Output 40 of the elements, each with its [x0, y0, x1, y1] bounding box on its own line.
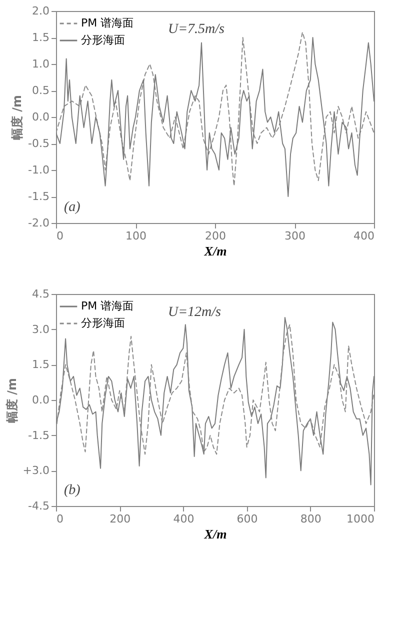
x-tick-label: 0 — [56, 230, 64, 242]
y-tick-label: 2.0 — [32, 4, 50, 18]
x-tick-label: 400 — [354, 230, 374, 242]
x-tick-label: 0 — [56, 512, 64, 526]
y-tick-label: +3.0 — [22, 464, 50, 478]
y-axis-title: 幅度 /m — [10, 94, 24, 140]
x-tick-label: 300 — [284, 230, 306, 242]
x-axis-title: X/m — [203, 244, 227, 258]
y-tick-label: -1.0 — [28, 164, 50, 176]
y-tick-label: -4.5 — [28, 500, 50, 512]
y-tick-label: 1.5 — [32, 31, 50, 44]
y-tick-label: 0.0 — [32, 110, 50, 124]
y-tick-label: -0.5 — [28, 137, 50, 150]
y-tick-label: 0.5 — [32, 84, 50, 97]
annotation: U=12m/s — [168, 305, 222, 320]
x-tick-label: 800 — [300, 512, 322, 526]
legend-label: PM 谱海面 — [81, 16, 134, 30]
y-tick-label: 0.0 — [32, 394, 50, 406]
legend-label: PM 谱海面 — [81, 300, 134, 312]
y-tick-label: 1.5 — [32, 358, 50, 372]
x-tick-label: 1000 — [346, 512, 374, 526]
legend-label: 分形海面 — [81, 34, 125, 46]
y-tick-label: 1.0 — [32, 58, 50, 70]
y-axis-title: 幅度 /m — [4, 378, 19, 424]
x-axis-title: X/m — [203, 526, 227, 542]
x-tick-label: 400 — [173, 512, 194, 526]
annotation: (a) — [64, 200, 81, 215]
line-series — [56, 317, 374, 486]
x-tick-label: 200 — [205, 230, 226, 242]
y-tick-label: -2.0 — [28, 216, 50, 230]
legend-label: 分形海面 — [81, 316, 125, 330]
annotation: U=7.5m/s — [168, 22, 226, 37]
x-tick-label: 600 — [236, 512, 258, 526]
annotation: (b) — [64, 483, 81, 498]
x-tick-label: 200 — [110, 512, 131, 526]
y-tick-label: -1.5 — [28, 190, 50, 203]
y-tick-label: 4.5 — [32, 288, 50, 300]
y-tick-label: 3.0 — [32, 322, 50, 336]
y-tick-label: -1.5 — [28, 428, 50, 442]
x-tick-label: 100 — [126, 230, 146, 242]
